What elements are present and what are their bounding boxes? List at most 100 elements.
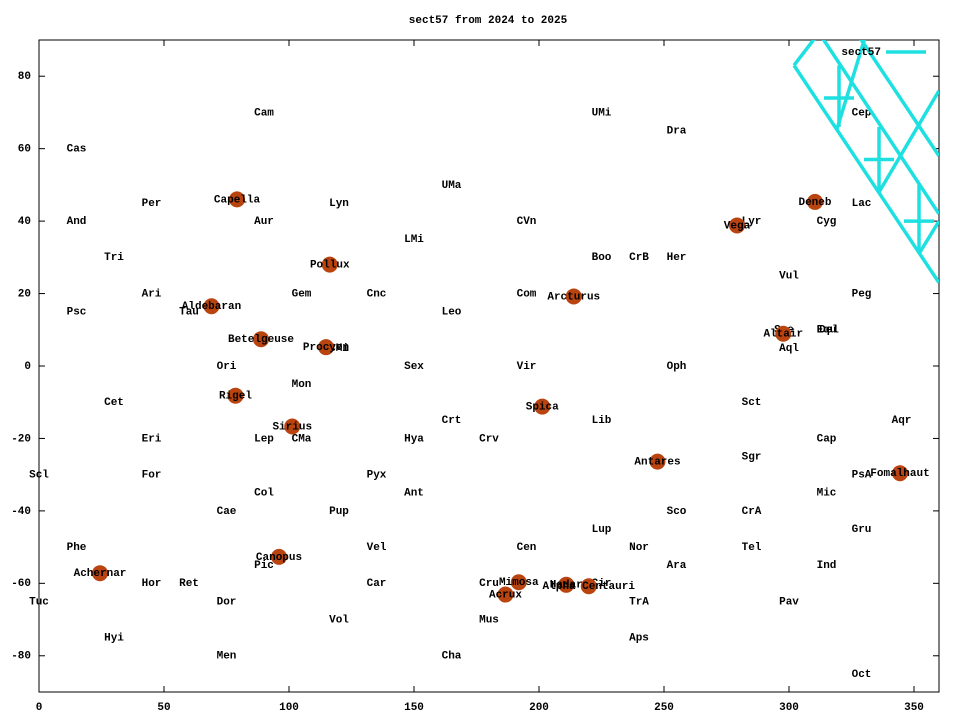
y-tick-label: -80 <box>11 651 31 663</box>
constellation-label: Per <box>142 198 162 210</box>
constellation-label: Cru <box>479 578 499 590</box>
constellation-label: Ind <box>817 560 837 572</box>
star-label: Deneb <box>798 197 831 209</box>
constellation-label: TrA <box>629 596 649 608</box>
constellation-label: Phe <box>67 542 87 554</box>
y-tick-label: -20 <box>11 433 31 445</box>
x-tick-label: 250 <box>654 702 674 714</box>
constellation-label: Pup <box>329 506 349 518</box>
constellation-label: And <box>67 216 87 228</box>
constellation-label: Del <box>819 325 839 337</box>
constellation-label: Lup <box>592 524 612 536</box>
constellation-label: Lib <box>592 415 612 427</box>
star-point <box>729 217 745 234</box>
star-point <box>565 288 582 305</box>
constellation-label: Cam <box>254 107 274 119</box>
line-series <box>792 64 939 284</box>
star-label: Betelgeuse <box>228 334 294 346</box>
star-label: Antares <box>634 457 680 469</box>
constellation-label: Cha <box>442 651 462 663</box>
y-tick-label: 80 <box>18 71 31 83</box>
x-tick-label: 50 <box>157 702 170 714</box>
constellation-label: Hya <box>404 433 424 445</box>
constellation-label: UMi <box>592 107 612 119</box>
y-tick-label: 0 <box>24 361 31 373</box>
star-label: Aldebaran <box>182 301 241 313</box>
constellation-label: CMa <box>292 433 312 445</box>
constellation-label: Ari <box>142 288 162 300</box>
constellation-label: Lyn <box>329 198 349 210</box>
constellation-label: Dor <box>217 596 237 608</box>
constellation-label: CMi <box>329 343 349 355</box>
constellation-label: Cnc <box>367 288 387 300</box>
line-series <box>917 220 939 255</box>
constellation-label: Crt <box>442 415 462 427</box>
constellation-label: Ara <box>667 560 687 572</box>
star-label: Spica <box>526 401 559 413</box>
constellation-label: Vul <box>779 270 799 282</box>
star-point <box>775 325 792 342</box>
constellation-label: Hyi <box>104 633 124 645</box>
star-point <box>227 387 244 404</box>
x-tick-label: 300 <box>779 702 799 714</box>
star-label: Achernar <box>74 568 127 580</box>
star-point <box>318 339 334 356</box>
y-tick-label: 40 <box>18 216 31 228</box>
star-label: Altair <box>763 329 803 341</box>
constellation-label: Scl <box>29 470 49 482</box>
constellation-label: Psc <box>67 307 87 319</box>
constellation-label: CrB <box>629 252 649 264</box>
star-label: Vega <box>724 220 751 232</box>
constellation-label: Aqr <box>892 415 912 427</box>
y-tick-label: 20 <box>18 288 31 300</box>
constellation-label: CVn <box>517 216 537 228</box>
star-point <box>92 565 108 582</box>
star-point <box>892 465 908 482</box>
constellation-label: Pav <box>779 596 799 608</box>
constellation-label: Aps <box>629 633 649 645</box>
constellation-label: Mus <box>479 614 499 626</box>
star-point <box>558 576 575 593</box>
constellation-label: Cep <box>852 107 872 119</box>
constellation-label: Tri <box>104 252 124 264</box>
star-point <box>510 574 527 591</box>
constellation-label: Eri <box>142 433 162 445</box>
star-point <box>649 453 666 470</box>
constellation-label: Vir <box>517 361 537 373</box>
constellation-label: Hor <box>142 578 162 590</box>
star-point <box>284 418 301 435</box>
constellation-label: Oph <box>667 361 687 373</box>
constellation-label: Crv <box>479 433 499 445</box>
constellation-label: Oct <box>852 669 872 681</box>
constellation-label: Cae <box>217 506 237 518</box>
line-series <box>821 40 939 215</box>
constellation-label: Cyg <box>817 216 837 228</box>
constellation-label: Pyx <box>367 470 387 482</box>
constellation-label: PsA <box>852 470 872 482</box>
chart-title: sect57 from 2024 to 2025 <box>409 15 568 27</box>
constellation-label: Cen <box>517 542 537 554</box>
line-series <box>859 40 939 157</box>
constellation-label: Ori <box>217 361 237 373</box>
constellation-label: Com <box>517 288 537 300</box>
constellation-label: Men <box>217 651 237 663</box>
constellation-label: Car <box>367 578 387 590</box>
constellation-label: Ant <box>404 488 424 500</box>
star-point <box>253 331 269 348</box>
star-label: Fomalhaut <box>870 468 929 480</box>
constellation-label: Tuc <box>29 596 49 608</box>
constellation-label: Sex <box>404 361 424 373</box>
constellation-label: Vol <box>329 614 349 626</box>
constellation-label: CrA <box>742 506 762 518</box>
star-label: Mimosa <box>499 577 539 589</box>
star-point <box>321 256 338 273</box>
constellation-label: Nor <box>629 542 649 554</box>
line-series <box>792 40 816 67</box>
constellation-label: Aur <box>254 216 274 228</box>
star-point <box>534 398 551 415</box>
line-series <box>834 40 867 132</box>
star-point <box>271 548 287 565</box>
constellation-label: Sgr <box>742 451 762 463</box>
